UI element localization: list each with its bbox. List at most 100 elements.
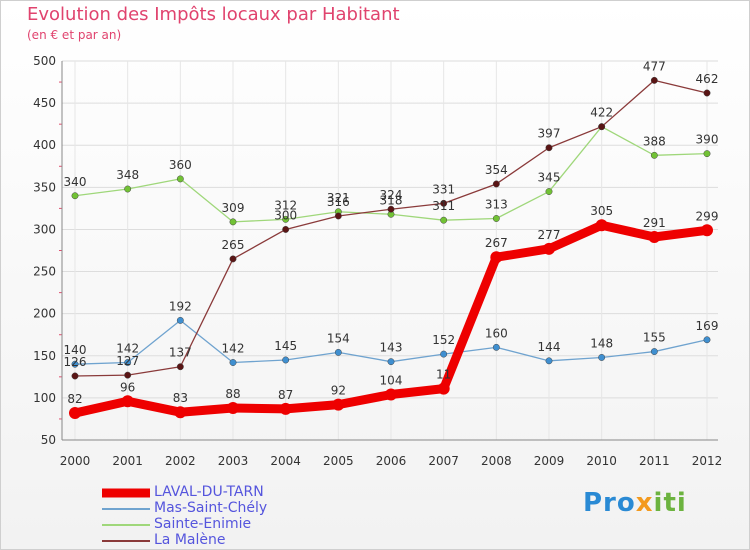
x-tick-label: 2011 xyxy=(639,454,670,468)
data-label: 390 xyxy=(696,133,719,147)
y-tick-label: 200 xyxy=(33,307,56,321)
data-point xyxy=(124,359,132,366)
data-point xyxy=(71,360,79,368)
data-point xyxy=(227,401,239,414)
x-tick-label: 2006 xyxy=(376,454,407,468)
data-label: 126 xyxy=(64,355,87,369)
data-label: 360 xyxy=(169,158,192,172)
legend-swatch xyxy=(102,508,150,510)
data-point xyxy=(69,407,81,420)
legend-label: La Malène xyxy=(154,532,226,548)
data-label: 104 xyxy=(380,374,403,388)
data-label: 316 xyxy=(327,195,350,209)
data-label: 192 xyxy=(169,299,192,313)
data-point xyxy=(543,242,555,255)
data-label: 152 xyxy=(432,333,455,347)
data-point xyxy=(545,188,553,195)
data-point xyxy=(229,359,237,366)
data-point xyxy=(440,199,448,207)
data-label: 300 xyxy=(274,208,297,222)
data-point xyxy=(650,348,658,356)
data-label: 277 xyxy=(538,228,561,242)
y-tick-label: 50 xyxy=(41,433,56,447)
data-label: 145 xyxy=(274,339,297,353)
data-point xyxy=(385,388,397,401)
legend-swatch xyxy=(102,524,150,526)
x-tick-label: 2003 xyxy=(218,454,249,468)
y-tick-label: 150 xyxy=(33,349,56,363)
x-tick-label: 2009 xyxy=(534,454,565,468)
data-point xyxy=(701,224,713,237)
data-point xyxy=(229,255,237,263)
y-tick-label: 250 xyxy=(33,265,56,279)
legend-swatch xyxy=(102,540,150,542)
data-label: 82 xyxy=(67,392,82,406)
data-point xyxy=(71,372,79,380)
data-point xyxy=(334,212,342,220)
chart-title: Evolution des Impôts locaux par Habitant xyxy=(27,4,400,25)
data-label: 299 xyxy=(696,209,719,223)
data-label: 169 xyxy=(696,319,719,333)
legend-label: Mas-Saint-Chély xyxy=(154,500,268,516)
y-tick-label: 400 xyxy=(33,138,56,152)
data-point xyxy=(437,382,450,395)
data-point xyxy=(387,205,395,213)
data-label: 155 xyxy=(643,331,666,345)
data-point xyxy=(176,175,184,183)
proxiti-logo: Proxiti xyxy=(583,488,687,518)
data-point xyxy=(492,215,500,222)
data-label: 324 xyxy=(380,188,403,202)
data-label: 137 xyxy=(169,346,192,360)
data-point xyxy=(71,192,79,200)
data-point xyxy=(121,395,134,408)
data-point xyxy=(332,398,345,411)
data-point xyxy=(176,363,184,371)
y-tick-label: 500 xyxy=(33,54,56,68)
x-tick-label: 2007 xyxy=(428,454,459,468)
data-label: 92 xyxy=(331,384,346,398)
data-point xyxy=(703,336,711,344)
data-point xyxy=(648,231,661,244)
data-point xyxy=(492,343,500,351)
data-point xyxy=(229,218,237,226)
data-point xyxy=(492,180,500,188)
y-tick-label: 300 xyxy=(33,222,56,236)
data-point xyxy=(650,151,658,159)
data-label: 88 xyxy=(225,387,240,401)
data-label: 160 xyxy=(485,326,508,340)
x-tick-label: 2001 xyxy=(112,454,143,468)
data-point xyxy=(124,185,132,193)
data-label: 397 xyxy=(538,127,561,141)
data-label: 422 xyxy=(590,106,613,120)
data-point xyxy=(598,354,606,361)
x-tick-label: 2000 xyxy=(60,454,91,468)
data-label: 318 xyxy=(380,193,403,207)
x-tick-label: 2008 xyxy=(481,454,512,468)
y-tick-label: 350 xyxy=(33,180,56,194)
data-point xyxy=(440,350,448,358)
data-point xyxy=(124,371,132,379)
legend-label: LAVAL-DU-TARN xyxy=(154,484,264,500)
data-label: 265 xyxy=(222,238,245,252)
x-tick-label: 2005 xyxy=(323,454,354,468)
data-label: 127 xyxy=(116,354,139,368)
data-point xyxy=(598,123,606,131)
data-label: 154 xyxy=(327,331,350,345)
data-label: 83 xyxy=(173,391,188,405)
data-point xyxy=(279,402,292,415)
data-label: 11 xyxy=(436,368,451,382)
x-tick-label: 2004 xyxy=(270,454,301,468)
data-label: 143 xyxy=(380,341,403,355)
data-point xyxy=(703,89,711,97)
data-point xyxy=(650,76,658,84)
data-label: 312 xyxy=(274,198,297,212)
data-label: 267 xyxy=(485,236,508,250)
data-point xyxy=(282,215,290,223)
x-tick-label: 2002 xyxy=(165,454,196,468)
data-label: 345 xyxy=(538,171,561,185)
chart-subtitle: (en € et par an) xyxy=(27,28,122,42)
data-label: 388 xyxy=(643,134,666,148)
legend-swatch xyxy=(102,488,150,498)
